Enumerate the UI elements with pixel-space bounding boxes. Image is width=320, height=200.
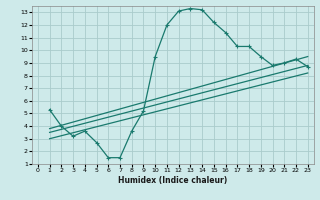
X-axis label: Humidex (Indice chaleur): Humidex (Indice chaleur) (118, 176, 228, 185)
